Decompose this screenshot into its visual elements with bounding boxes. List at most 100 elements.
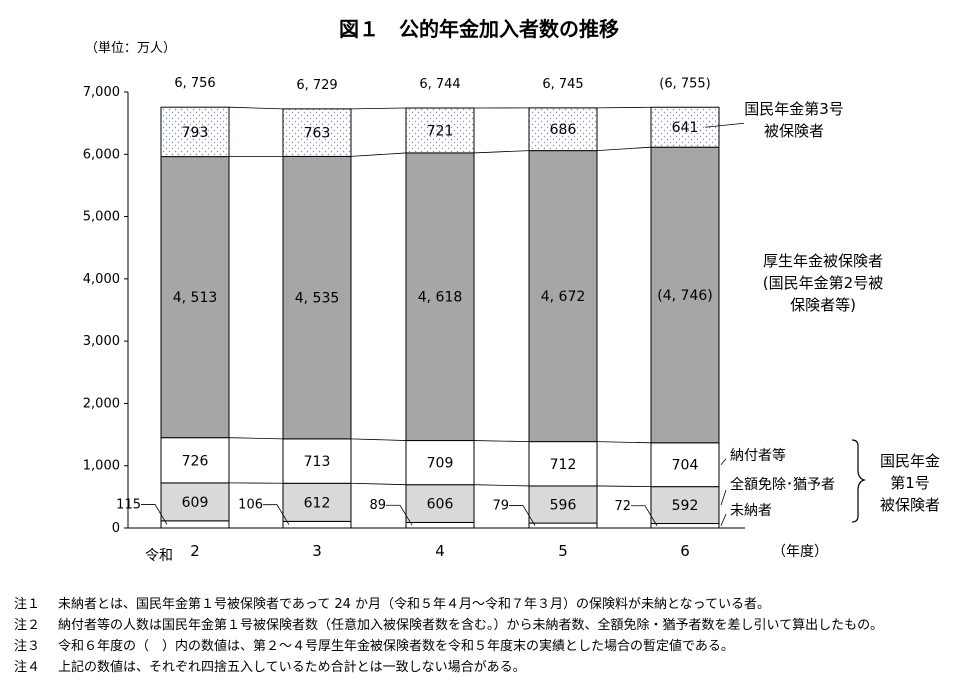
era-label: 令和: [145, 548, 173, 564]
data-label: 793: [182, 125, 209, 141]
footnote-1: 注１ 未納者とは、国民年金第１号被保険者であって 24 か月（令和５年４月～令和…: [14, 594, 969, 615]
bar-segment: [282, 482, 352, 522]
y-tick-label: 4,000: [83, 272, 120, 287]
y-tick-label: 2,000: [83, 396, 120, 411]
bar-segment: [160, 520, 230, 529]
unit-label: （単位：万人）: [85, 40, 176, 56]
data-label: 4, 513: [173, 290, 218, 306]
data-label: 721: [427, 123, 454, 139]
group-label: 第1号: [890, 474, 930, 492]
footnote-3: 注３ 令和６年度の（ ）内の数値は、第２～４号厚生年金被保険者数を令和５年度末の…: [14, 636, 969, 657]
data-label: 612: [304, 495, 331, 511]
x-unit-label: （年度）: [772, 544, 828, 560]
bar-segment: [405, 484, 475, 523]
leader-line: [386, 504, 413, 526]
connector-line: [596, 146, 652, 152]
connector-line: [228, 437, 284, 440]
x-tick-label: 4: [435, 542, 445, 560]
data-label: 704: [672, 458, 699, 474]
legend-label: 国民年金第3号: [744, 100, 844, 118]
data-label: 713: [304, 454, 331, 470]
footnote-label: 注１: [14, 597, 41, 612]
footnote-2: 注２ 納付者等の人数は国民年金第１号被保険者数（任意加入被保険者数を含む。）から…: [14, 615, 969, 636]
total-label: 6, 745: [542, 77, 583, 92]
legend-label: 未納者: [730, 503, 772, 519]
footnote-4: 注４ 上記の数値は、それぞれ四捨五入しているため合計とは一致しない場合がある。: [14, 657, 969, 678]
data-label: 115: [116, 497, 141, 512]
footnotes: 注１ 未納者とは、国民年金第１号被保険者であって 24 か月（令和５年４月～令和…: [14, 594, 969, 678]
data-label: (4, 746): [657, 288, 712, 304]
legend-label: 納付者等: [730, 447, 786, 464]
group-bracket: [851, 439, 866, 523]
callout-line: [704, 122, 745, 128]
footnote-text: 令和６年度の（ ）内の数値は、第２～４号厚生年金被保険者数を令和５年度末の実績と…: [58, 639, 734, 654]
data-label: 4, 672: [541, 289, 586, 305]
bar-segment: [405, 521, 475, 529]
y-tick-label: 7,000: [83, 85, 120, 100]
leader-line: [631, 505, 658, 526]
leader-line: [141, 504, 168, 525]
legend-label: 保険者等): [790, 296, 856, 314]
bar-segment: [528, 485, 598, 524]
data-label: 606: [427, 497, 454, 513]
bar-segment: [650, 486, 720, 525]
bar-segment: [405, 152, 475, 442]
data-label: 79: [492, 499, 509, 514]
connector-line: [596, 106, 652, 109]
total-label: 6, 756: [174, 76, 215, 91]
chart-title: 図１ 公的年金加入者数の推移: [339, 17, 619, 41]
bar-segment: [405, 440, 475, 486]
data-label: 4, 618: [418, 290, 463, 306]
x-tick-label: 5: [558, 542, 568, 560]
x-tick-label: 6: [680, 542, 690, 560]
connector-line: [350, 152, 407, 157]
connector-line: [350, 482, 407, 486]
y-tick-label: 6,000: [83, 147, 120, 162]
bar-segment: [650, 146, 720, 444]
legend-label: 厚生年金被保険者: [763, 252, 883, 270]
bar-segment: [650, 523, 720, 529]
stacked-bar-chart: 図１ 公的年金加入者数の推移 （単位：万人） 令和 （年度） 0 1,000 2,0…: [83, 17, 940, 564]
data-label: 712: [550, 457, 577, 473]
connector-line: [473, 484, 530, 487]
leader-line: [509, 505, 536, 526]
connector-line: [473, 440, 530, 443]
callout-line: [720, 458, 727, 465]
y-tick-label: 5,000: [83, 210, 120, 225]
y-tick-label: 3,000: [83, 334, 120, 349]
data-label: 596: [550, 498, 577, 514]
footnote-text: 未納者とは、国民年金第１号被保険者であって 24 か月（令和５年４月～令和７年３…: [58, 597, 770, 612]
data-label: 641: [672, 120, 699, 136]
group-label: 被保険者: [880, 496, 940, 514]
legend-label: 被保険者: [764, 122, 824, 140]
legend-label: 全額免除･猶予者: [730, 476, 835, 493]
footnote-label: 注２: [14, 618, 41, 633]
connector-line: [228, 106, 284, 110]
data-label: 89: [369, 498, 386, 513]
connector-line: [473, 150, 530, 154]
total-label: (6, 755): [659, 76, 711, 91]
data-label: 726: [182, 453, 209, 469]
bar-segment: [160, 437, 230, 484]
data-label: 709: [427, 456, 454, 472]
data-label: 106: [238, 498, 263, 513]
total-label: 6, 729: [296, 78, 337, 93]
connector-line: [596, 485, 652, 488]
callout-line: [720, 513, 727, 526]
footnote-text: 上記の数値は、それぞれ四捨五入しているため合計とは一致しない場合がある。: [58, 660, 526, 675]
bar-segment: [405, 107, 475, 154]
leader-line: [263, 504, 290, 525]
data-label: 763: [304, 126, 331, 142]
group-label: 国民年金: [880, 452, 940, 470]
connector-line: [350, 107, 407, 110]
bar-segment: [160, 106, 230, 158]
x-tick-label: 2: [190, 542, 200, 560]
bar-segment: [282, 108, 352, 157]
bar-segment: [282, 155, 352, 440]
data-label: 4, 535: [295, 291, 340, 307]
bar-segment: [528, 107, 598, 152]
y-tick-label: 0: [112, 521, 120, 536]
bar-segment: [282, 438, 352, 484]
connector-line: [350, 438, 407, 441]
bar-segment: [160, 156, 230, 439]
